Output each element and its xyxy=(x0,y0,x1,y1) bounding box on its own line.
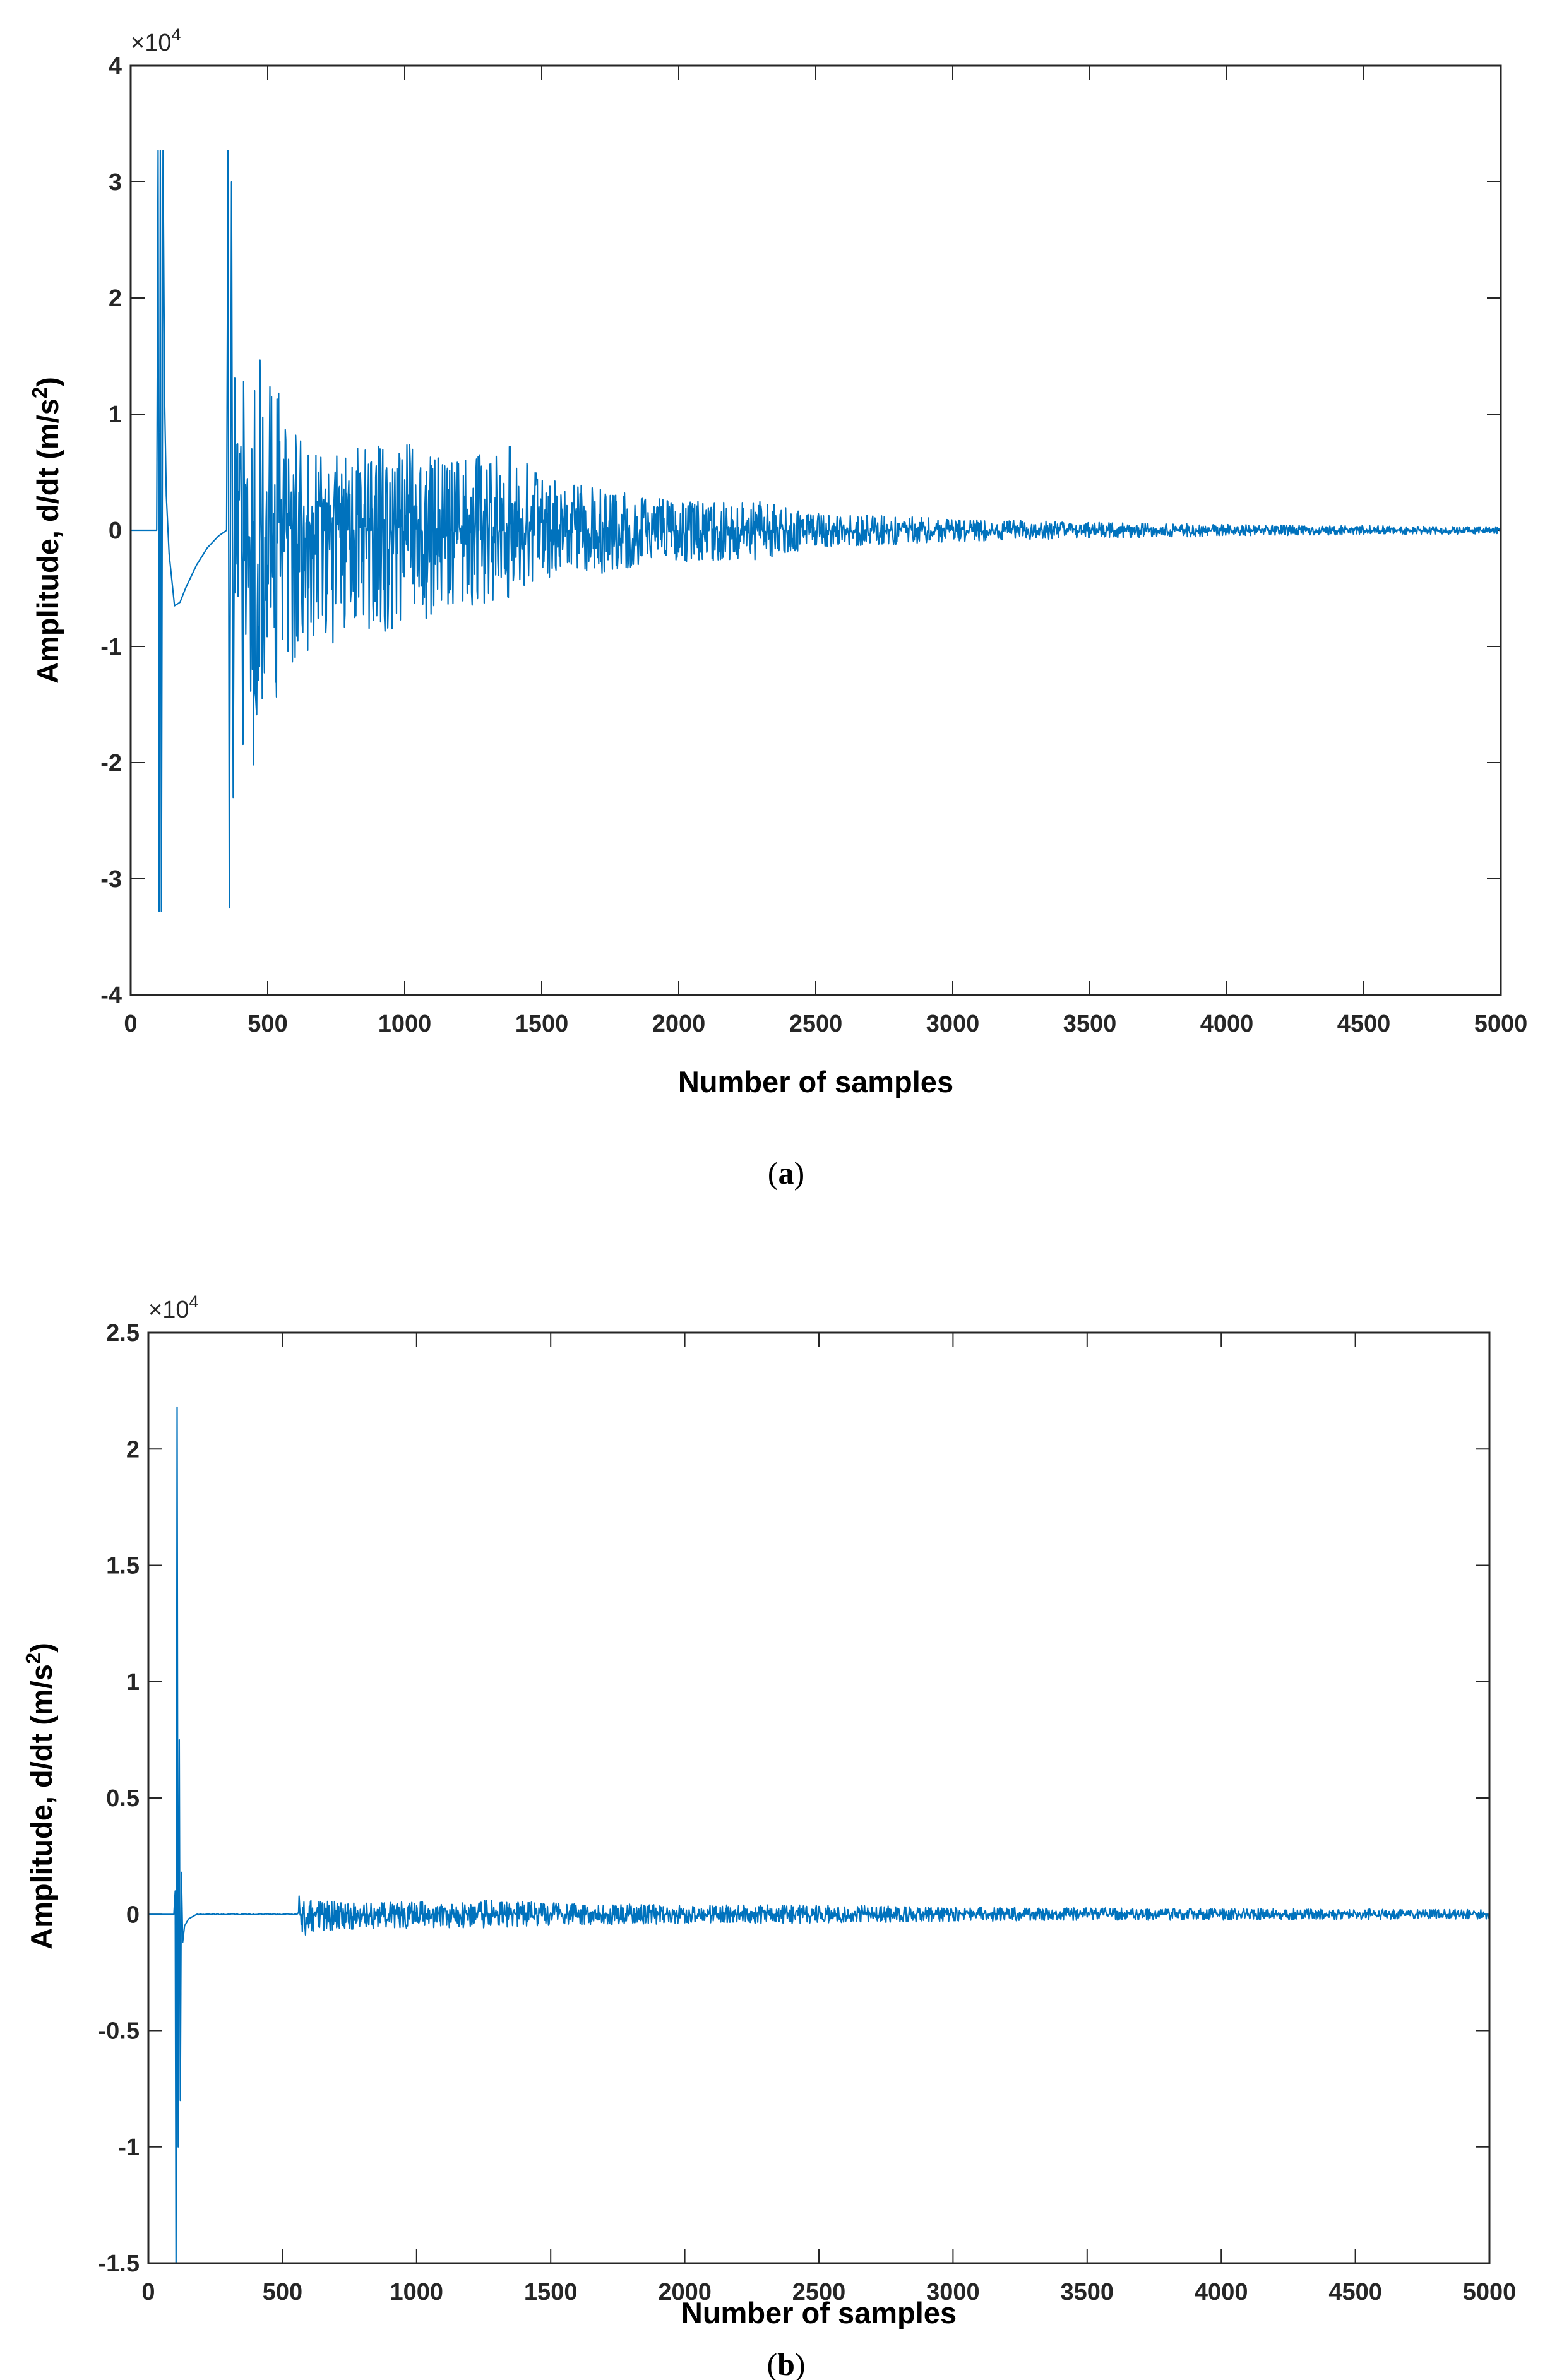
b-signal xyxy=(148,1406,1491,2264)
y-tick-label: 0 xyxy=(126,1901,140,1928)
x-tick-label: 3500 xyxy=(1063,1011,1117,1037)
x-tick-label: 5000 xyxy=(1463,2279,1517,2306)
x-tick-label: 4500 xyxy=(1337,1011,1391,1037)
y-tick-label: 2.5 xyxy=(106,1320,140,1347)
x-tick-label: 0 xyxy=(141,2279,155,2306)
panel-a: 0 500 1000 1500 2000 2500 3000 3500 4000 4500 5000… xyxy=(28,25,1527,1191)
y-tick-label: -0.5 xyxy=(98,2018,140,2045)
multiplier-a: ×104 xyxy=(131,25,181,56)
x-tick-label: 3000 xyxy=(926,1011,980,1037)
series-line xyxy=(131,150,1502,912)
y-tick-label: 3 xyxy=(109,169,122,196)
a-y-tick-labels: -4 -3 -2 -1 0 1 2 3 4 xyxy=(100,53,122,1009)
x-tick-label: 1500 xyxy=(524,2279,578,2306)
panel-b: 0 500 1000 1500 2000 2500 3000 3500 4000 4500 5000… xyxy=(21,1292,1516,2380)
y-tick-label: 2 xyxy=(109,285,122,312)
x-tick-label: 4500 xyxy=(1328,2279,1382,2306)
y-tick-label: -1 xyxy=(118,2134,140,2161)
y-tick-label: -2 xyxy=(100,750,122,776)
x-tick-label: 3000 xyxy=(926,2279,980,2306)
y-tick-label: -1 xyxy=(100,634,122,660)
x-axis-label-b: Number of samples xyxy=(681,2296,957,2329)
x-axis-label-a: Number of samples xyxy=(678,1065,953,1098)
a-signal xyxy=(131,150,1502,912)
plot-area-b xyxy=(148,1333,1489,2263)
x-tick-label: 2500 xyxy=(792,2279,846,2306)
y-tick-label: -1.5 xyxy=(98,2251,140,2277)
x-tick-label: 2500 xyxy=(789,1011,843,1037)
y-axis-label-a: Amplitude, d/dt (m/s2) xyxy=(28,377,64,684)
x-tick-label: 500 xyxy=(248,1011,287,1037)
caption-b: (b) xyxy=(767,2347,805,2380)
x-tick-label: 1000 xyxy=(390,2279,444,2306)
x-tick-label: 2000 xyxy=(658,2279,712,2306)
y-tick-label: 0.5 xyxy=(106,1785,140,1812)
y-axis-label-b: Amplitude, d/dt (m/s2) xyxy=(21,1643,58,1949)
axes-box-a xyxy=(129,64,1502,996)
x-tick-label: 4000 xyxy=(1200,1011,1254,1037)
caption-a: (a) xyxy=(768,1155,804,1191)
x-tick-label: 5000 xyxy=(1474,1011,1528,1037)
y-tick-label: 1 xyxy=(126,1669,140,1696)
a-x-tick-labels: 0 500 1000 1500 2000 2500 3000 3500 4000 4500 5000 xyxy=(124,1011,1527,1037)
x-tick-label: 1500 xyxy=(515,1011,569,1037)
x-tick-label: 500 xyxy=(263,2279,302,2306)
y-tick-label: 0 xyxy=(109,518,122,544)
y-tick-label: -3 xyxy=(100,866,122,893)
y-tick-label: -4 xyxy=(100,982,122,1009)
x-tick-label: 2000 xyxy=(652,1011,706,1037)
b-y-tick-labels: -1.5 -1 -0.5 0 0.5 1 1.5 2 2.5 xyxy=(98,1320,140,2277)
y-tick-label: 2 xyxy=(126,1436,140,1463)
y-tick-label: 4 xyxy=(109,53,122,80)
x-tick-label: 4000 xyxy=(1195,2279,1248,2306)
x-tick-label: 0 xyxy=(124,1011,137,1037)
y-tick-label: 1.5 xyxy=(106,1553,140,1580)
series-line xyxy=(148,1406,1491,2264)
b-x-tick-labels: 0 500 1000 1500 2000 2500 3000 3500 4000 4500 5000 xyxy=(141,2279,1516,2306)
y-tick-label: 1 xyxy=(109,402,122,428)
multiplier-b: ×104 xyxy=(148,1292,199,1323)
axes-box-b xyxy=(147,1331,1491,2264)
x-tick-label: 3500 xyxy=(1061,2279,1114,2306)
x-tick-label: 1000 xyxy=(378,1011,432,1037)
